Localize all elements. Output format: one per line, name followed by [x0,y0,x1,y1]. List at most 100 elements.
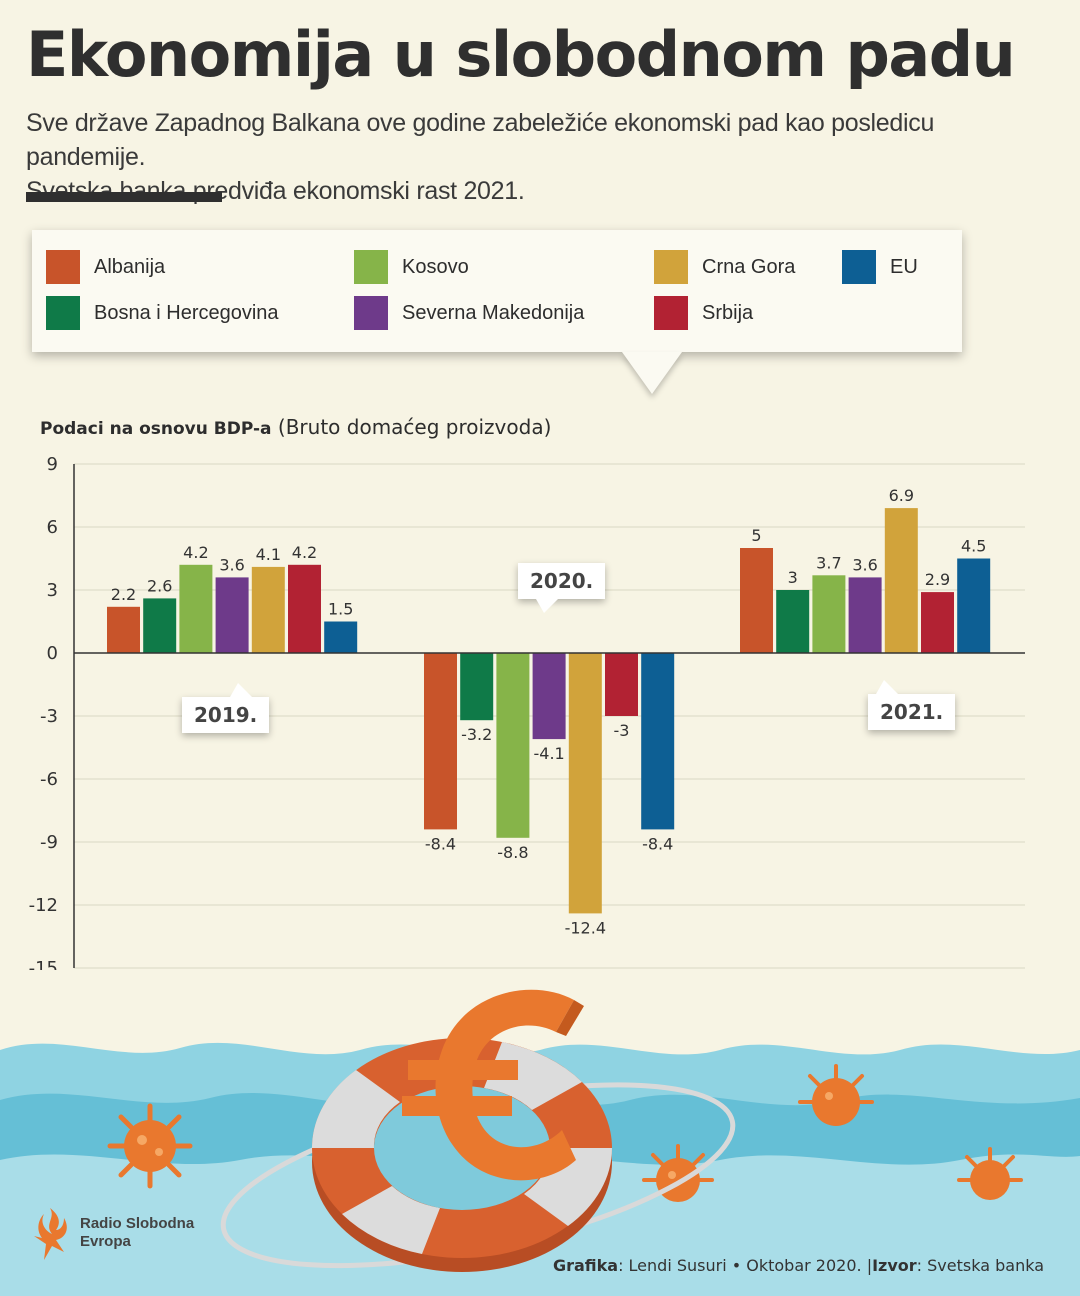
y-tick-label-3: 0 [47,643,58,664]
bar-0-2 [179,564,213,653]
water-scene-illustration [0,989,1080,1296]
legend-item-bih: Bosna i Hercegovina [46,296,279,330]
y-tick-label-5: -6 [40,769,58,790]
rse-logo-line1: Radio Slobodna [80,1215,195,1232]
bar-0-1 [143,598,177,653]
rse-logo: Radio Slobodna Evropa [30,1204,194,1262]
legend-label-bih: Bosna i Hercegovina [94,301,279,324]
rse-logo-text: Radio Slobodna Evropa [80,1215,194,1251]
callout-2021: 2021. [868,680,956,730]
credits-date: Oktobar 2020. [746,1256,862,1275]
y-tick-label-7: -12 [29,895,58,916]
chart-subtitle: Podaci na osnovu BDP-a (Bruto domaćeg pr… [40,415,551,439]
bar-1-2 [496,653,530,838]
bar-1-6 [641,653,675,830]
subtitle: Sve države Zapadnog Balkana ove godine z… [26,106,1056,208]
legend-label-crna-gora: Crna Gora [702,255,796,278]
value-label-1-0: -8.4 [425,834,456,853]
bar-2-2 [812,575,846,653]
legend-label-albanija: Albanija [94,255,166,278]
bar-1-3 [532,653,566,740]
legend-item-kosovo: Kosovo [354,250,469,284]
legend-label-eu: EU [890,255,918,278]
bar-0-5 [288,564,321,653]
credits-izvor-label: Izvor [872,1256,917,1275]
legend-pointer [622,352,682,394]
legend-label-srbija: Srbija [702,301,754,324]
bar-chart: Podaci na osnovu BDP-a (Bruto domaćeg pr… [29,415,1025,970]
value-label-0-4: 4.1 [256,545,281,564]
value-label-2-2: 3.7 [816,553,841,572]
chart-subtitle-bold: Podaci na osnovu BDP-a [40,419,272,439]
legend-label-kosovo: Kosovo [402,255,469,278]
bar-1-1 [460,653,494,721]
credits: Grafika: Lendi Susuri • Oktobar 2020. |I… [553,1256,1044,1275]
value-label-2-6: 4.5 [961,537,986,556]
legend-swatch-eu [842,250,876,284]
credits-izvor-value: : Svetska banka [916,1256,1044,1275]
legend: Albanija Bosna i Hercegovina Kosovo Seve… [32,230,962,352]
bar-2-0 [740,548,773,653]
value-label-0-0: 2.2 [111,585,136,604]
legend-item-crna-gora: Crna Gora [654,250,795,284]
value-label-1-5: -3 [614,721,630,740]
subtitle-line-1: Sve države Zapadnog Balkana ove godine z… [26,109,935,171]
subtitle-line-2: Svetska banka predviđa ekonomski rast 20… [26,177,525,205]
legend-item-eu: EU [842,250,918,284]
y-tick-label-2: 3 [47,580,58,601]
callout-2019: 2019. [182,683,270,733]
y-tick-label-8: -15 [29,958,58,970]
legend-label-makedonija: Severna Makedonija [402,301,585,324]
value-label-1-6: -8.4 [642,834,673,853]
y-tick-label-6: -9 [40,832,58,853]
legend-swatch-makedonija [354,296,388,330]
virus-icon-left [107,1103,193,1189]
bar-0-0 [107,606,140,653]
title-rule [26,192,222,202]
euro-symbol-icon [402,989,584,1181]
credits-pipe: | [861,1256,873,1275]
value-label-1-2: -8.8 [497,843,528,862]
page-title: Ekonomija u slobodnom padu [26,18,1016,91]
rse-logo-line2: Evropa [80,1233,131,1250]
legend-swatch-kosovo [354,250,388,284]
value-label-0-3: 3.6 [219,555,244,574]
credits-grafika-label: Grafika [552,1256,619,1275]
value-label-0-2: 4.2 [183,543,208,562]
value-label-2-4: 6.9 [889,486,914,505]
value-label-2-5: 2.9 [925,570,950,589]
credits-separator: • [726,1256,747,1275]
bar-2-3 [848,577,882,653]
legend-swatch-crna-gora [654,250,688,284]
rse-flame-icon [34,1208,67,1260]
value-label-1-1: -3.2 [461,725,492,744]
value-label-1-4: -12.4 [565,918,606,937]
value-label-0-5: 4.2 [292,543,317,562]
chart-value-labels: 2.2 2.6 4.2 3.6 4.1 4.2 1.5 -8.4 -3.2 -8.8 -4.1 -12… [111,486,987,937]
chart-subtitle-rest: (Bruto domaćeg proizvoda) [272,415,552,439]
bar-2-1 [776,590,810,653]
legend-swatch-bih [46,296,80,330]
credits-grafika-value: : Lendi Susuri [618,1256,727,1275]
value-label-2-0: 5 [751,526,761,545]
bar-1-0 [424,653,457,830]
value-label-2-1: 3 [788,568,798,587]
bar-1-5 [605,653,638,716]
legend-item-srbija: Srbija [654,296,753,330]
chart-bars [107,508,991,914]
legend-item-albanija: Albanija [46,250,165,284]
bar-2-6 [957,558,991,653]
virus-icon-right-bottom [957,1147,1023,1200]
bar-1-4 [568,653,602,914]
value-label-2-3: 3.6 [852,555,877,574]
callout-2020: 2020. [518,563,606,613]
y-tick-label-4: -3 [40,706,58,727]
value-label-0-1: 2.6 [147,576,172,595]
virus-icon-right-top [798,1064,874,1126]
value-label-1-3: -4.1 [533,744,564,763]
legend-swatch-srbija [654,296,688,330]
y-axis-ticks: 9 6 3 0 -3 -6 -9 -12 -15 [29,454,58,970]
value-label-0-6: 1.5 [328,600,353,619]
bar-2-4 [884,508,918,653]
bar-0-4 [251,566,285,653]
